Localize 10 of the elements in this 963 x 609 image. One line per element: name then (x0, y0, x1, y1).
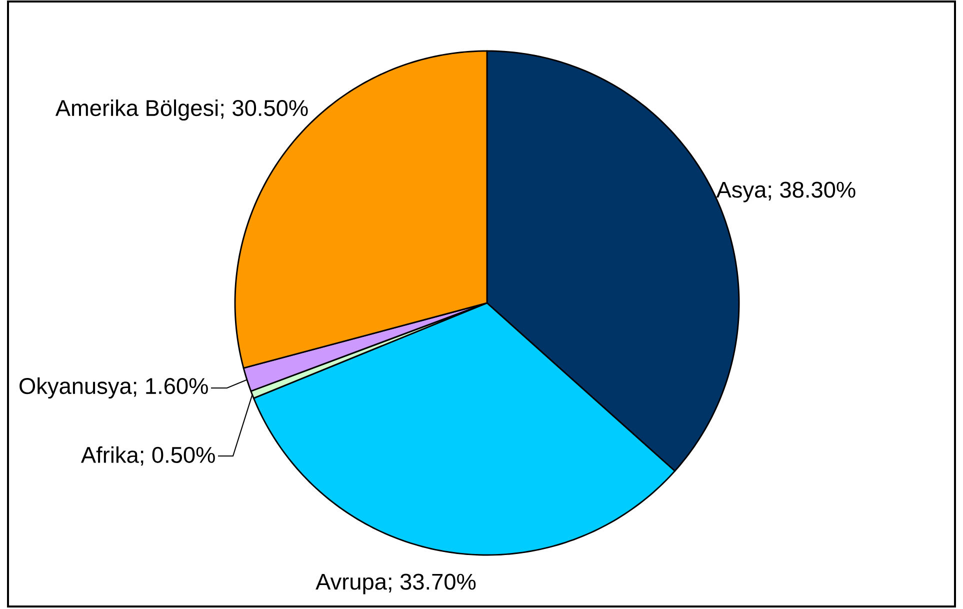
data-label: ; 33.70% (389, 574, 476, 592)
slice-label: Okyanusya (20, 377, 132, 399)
data-label: ; 30.50% (221, 100, 308, 119)
data-label: ; 1.60% (134, 378, 208, 397)
data-label: ; 0.50% (140, 446, 215, 466)
slice-label: Amerika Bölgesi (55, 99, 218, 121)
slice-label: Afrika (80, 446, 139, 463)
slice-label: Asya (716, 182, 767, 202)
data-label: ; 38.30% (768, 182, 856, 200)
slice-label: Avrupa (316, 574, 387, 594)
